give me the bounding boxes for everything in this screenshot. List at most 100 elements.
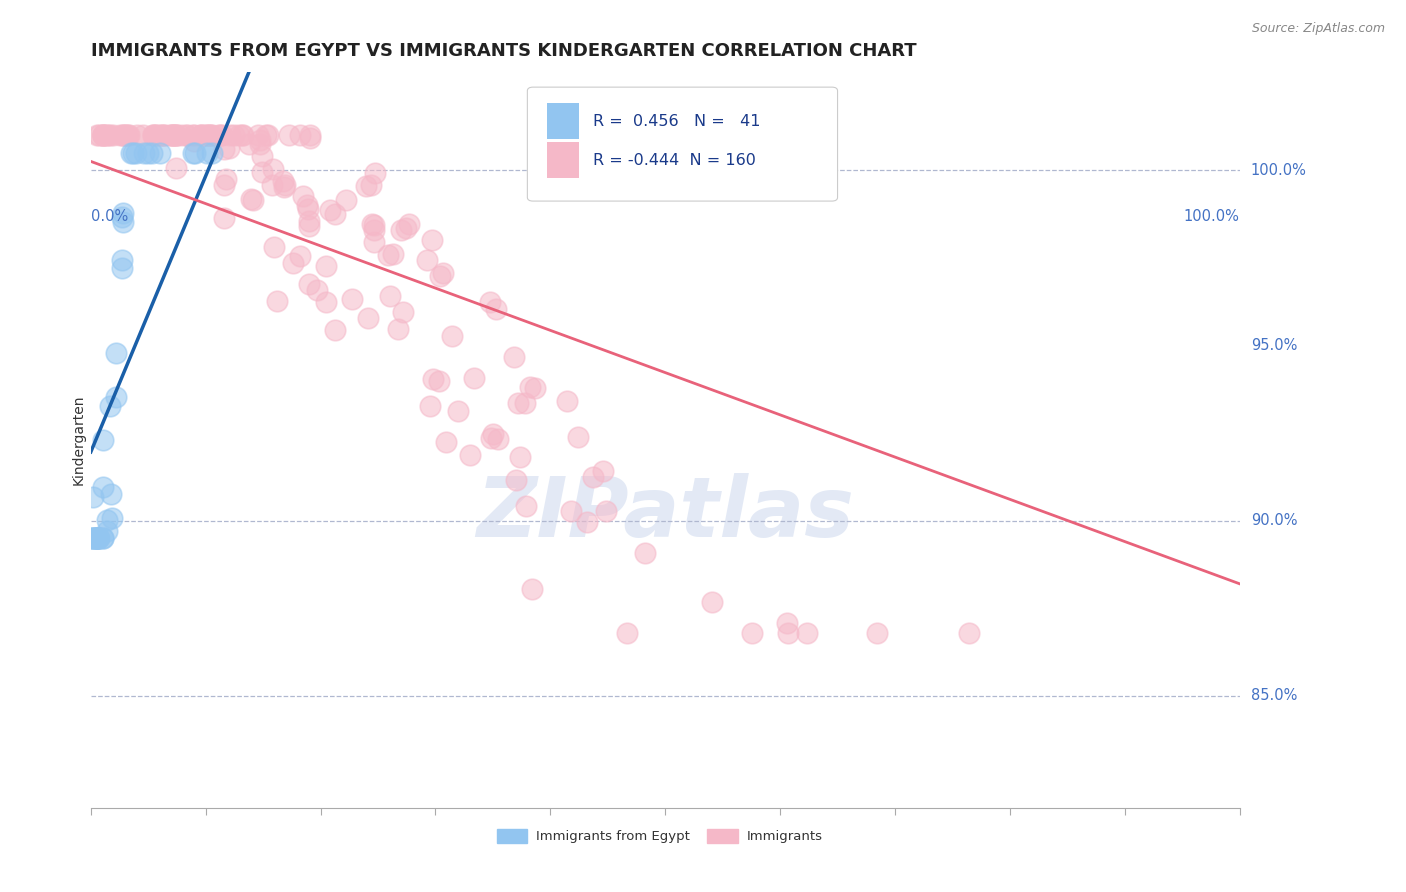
Point	[160, 128, 183, 143]
Point	[323, 322, 346, 336]
Point	[111, 252, 134, 267]
Point	[323, 207, 346, 221]
Point	[91, 128, 114, 143]
Point	[700, 595, 723, 609]
Point	[519, 380, 541, 394]
Point	[288, 249, 311, 263]
Point	[100, 486, 122, 500]
Text: IMMIGRANTS FROM EGYPT VS IMMIGRANTS KINDERGARTEN CORRELATION CHART: IMMIGRANTS FROM EGYPT VS IMMIGRANTS KIND…	[91, 42, 917, 60]
Point	[201, 128, 224, 143]
Point	[145, 128, 167, 143]
Point	[520, 582, 543, 597]
Bar	[547, 103, 579, 138]
Point	[98, 399, 121, 413]
Point	[165, 128, 187, 143]
Point	[506, 395, 529, 409]
Point	[86, 531, 108, 545]
Point	[91, 433, 114, 447]
Point	[87, 531, 110, 545]
Point	[86, 128, 108, 143]
Point	[174, 128, 197, 143]
Point	[209, 128, 232, 143]
Text: Immigrants from Egypt: Immigrants from Egypt	[536, 830, 690, 843]
Point	[505, 473, 527, 487]
Point	[117, 128, 139, 143]
Point	[190, 128, 212, 143]
Point	[582, 470, 605, 484]
Point	[80, 531, 103, 545]
Text: 0.0%: 0.0%	[91, 209, 128, 224]
Point	[165, 161, 187, 175]
Point	[273, 174, 295, 188]
Point	[595, 504, 617, 518]
Point	[363, 223, 385, 237]
Point	[231, 128, 253, 143]
Point	[183, 145, 205, 160]
Point	[420, 234, 443, 248]
Point	[427, 374, 450, 388]
Point	[485, 301, 508, 316]
Point	[273, 178, 295, 192]
Point	[633, 546, 655, 560]
Point	[165, 128, 187, 143]
Point	[222, 128, 245, 143]
Text: 90.0%: 90.0%	[1251, 513, 1298, 528]
Point	[315, 294, 337, 309]
Point	[298, 131, 321, 145]
Point	[211, 128, 233, 143]
Point	[298, 214, 321, 228]
Bar	[547, 142, 579, 178]
Point	[482, 426, 505, 441]
Point	[360, 178, 382, 192]
Point	[429, 269, 451, 284]
Point	[125, 128, 148, 143]
Point	[340, 292, 363, 306]
Point	[141, 145, 163, 160]
Point	[160, 128, 183, 143]
Point	[142, 128, 165, 143]
Point	[616, 625, 638, 640]
Point	[249, 136, 271, 151]
Point	[360, 217, 382, 231]
Point	[86, 531, 108, 545]
Point	[198, 128, 221, 143]
Point	[91, 128, 114, 143]
Point	[478, 294, 501, 309]
Point	[741, 625, 763, 640]
Point	[200, 128, 222, 143]
Point	[262, 178, 284, 193]
Point	[398, 218, 420, 232]
Point	[458, 448, 481, 462]
Point	[200, 145, 222, 160]
Point	[84, 531, 107, 545]
Point	[122, 145, 145, 160]
Point	[481, 431, 503, 445]
Point	[242, 194, 264, 208]
Point	[96, 128, 118, 143]
Point	[150, 128, 173, 143]
Point	[111, 128, 134, 143]
Point	[160, 128, 183, 143]
Point	[796, 625, 818, 640]
Text: Source: ZipAtlas.com: Source: ZipAtlas.com	[1251, 22, 1385, 36]
Point	[387, 321, 409, 335]
Point	[252, 148, 274, 162]
Point	[291, 188, 314, 202]
Point	[101, 510, 124, 524]
Point	[238, 137, 260, 152]
Point	[86, 531, 108, 545]
Point	[112, 214, 135, 228]
Point	[96, 128, 118, 143]
Point	[104, 390, 127, 404]
Point	[132, 128, 155, 143]
Point	[434, 434, 457, 449]
Point	[195, 128, 218, 143]
Point	[190, 128, 212, 143]
Point	[389, 223, 412, 237]
Point	[117, 128, 139, 143]
Point	[419, 399, 441, 413]
Point	[363, 235, 385, 249]
Point	[165, 128, 187, 143]
Point	[105, 345, 128, 359]
Point	[212, 178, 235, 192]
